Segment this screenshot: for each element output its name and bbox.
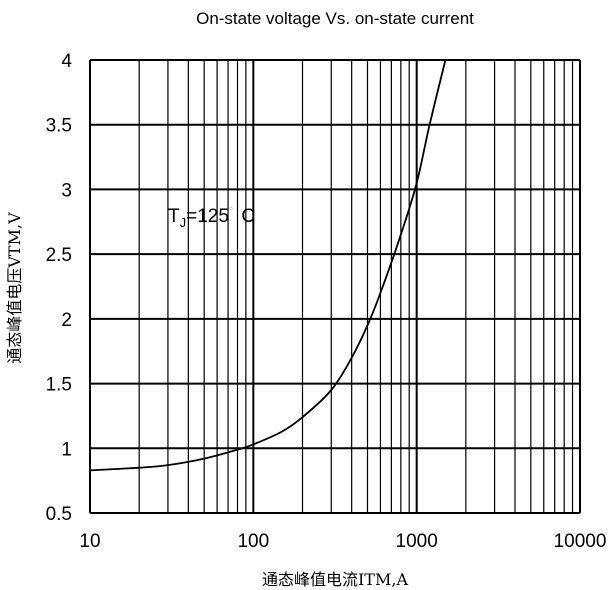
- tick-labels: 10 100 1000 10000 0.5 1 1.5 2 2.5 3 3.5 4: [46, 51, 607, 552]
- annotation-unit: C: [241, 206, 255, 227]
- annotation-main: T: [168, 206, 180, 227]
- grid: [89, 59, 581, 514]
- y-tick-label: 4: [61, 51, 72, 72]
- y-tick-label: 3.5: [46, 116, 72, 137]
- x-tick-label: 1000: [396, 531, 438, 552]
- y-tick-label: 1.5: [46, 375, 72, 396]
- curve-layer: [89, 59, 447, 472]
- annotation-sub: J: [180, 215, 187, 230]
- temperature-annotation: TJ=125° C: [168, 206, 255, 230]
- annotation-rest: =125: [186, 206, 229, 227]
- y-axis-label: 通态峰值电压VTM,V: [5, 212, 24, 364]
- x-axis-label: 通态峰值电流ITM,A: [262, 570, 408, 589]
- y-tick-label: 1: [61, 439, 72, 460]
- x-tick-label: 10: [79, 531, 100, 552]
- y-tick-label: 2.5: [46, 245, 72, 266]
- x-tick-label: 100: [237, 531, 269, 552]
- series-line: [89, 59, 447, 472]
- chart-title: On-state voltage Vs. on-state current: [196, 9, 474, 28]
- x-tick-label: 10000: [554, 531, 607, 552]
- annotation-degree: °: [229, 206, 233, 218]
- y-tick-label: 2: [61, 310, 72, 331]
- y-tick-label: 3: [61, 180, 72, 201]
- y-tick-label: 0.5: [46, 504, 72, 525]
